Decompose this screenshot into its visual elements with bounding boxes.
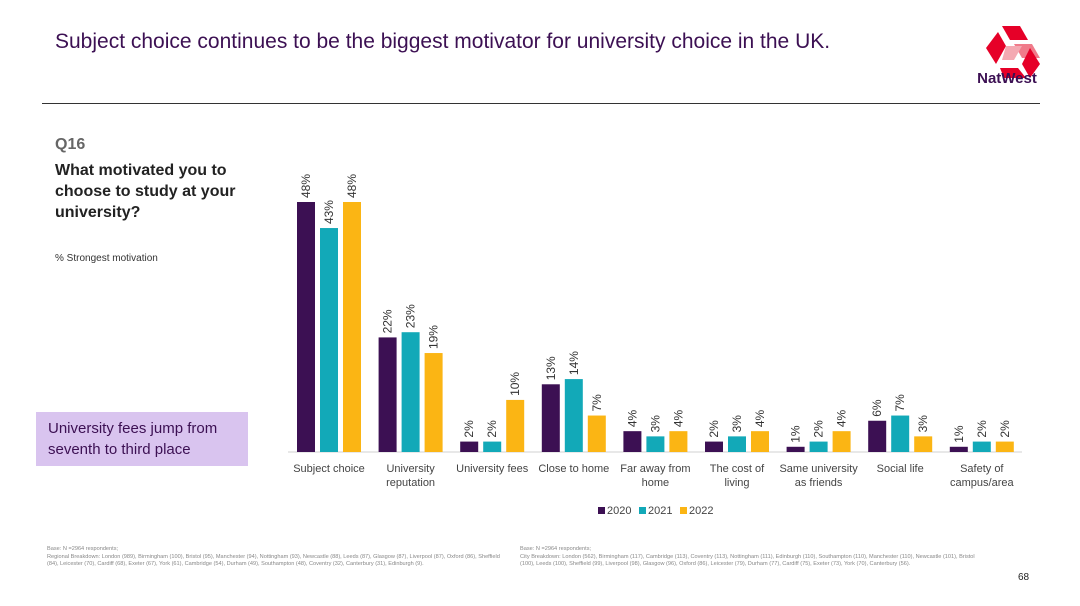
bar: [669, 431, 688, 452]
bar: [891, 415, 910, 452]
bar: [541, 384, 560, 452]
footnote-right: Base: N =2964 respondents; City Breakdow…: [520, 546, 980, 569]
bar: [949, 446, 968, 452]
bar: [868, 420, 887, 452]
data-label: 13%: [544, 356, 558, 380]
data-label: 48%: [345, 174, 359, 198]
data-label: 7%: [590, 394, 604, 412]
data-label: 10%: [508, 372, 522, 396]
bar: [378, 337, 397, 452]
legend-label: 2022: [689, 505, 713, 517]
data-label: 4%: [625, 409, 639, 427]
category-label: Subject choice: [293, 463, 365, 475]
data-label: 4%: [671, 409, 685, 427]
question-text: What motivated you to choose to study at…: [55, 162, 236, 221]
footnote-right-text: City Breakdown: London (562), Birmingham…: [520, 553, 975, 568]
data-label: 23%: [404, 304, 418, 328]
data-label: 2%: [485, 420, 499, 438]
data-label: 1%: [789, 425, 803, 443]
data-label: 43%: [322, 200, 336, 224]
footnote-left-text: Regional Breakdown: London (989), Birmin…: [47, 553, 500, 568]
category-label: The cost of living: [710, 463, 765, 489]
data-label: 3%: [916, 415, 930, 433]
data-label: 4%: [753, 409, 767, 427]
data-label: 3%: [648, 415, 662, 433]
data-label: 19%: [427, 325, 441, 349]
footnote-left: Base: N =2964 respondents; Regional Brea…: [47, 546, 512, 569]
bar: [506, 399, 525, 452]
legend-swatch: [639, 507, 646, 514]
data-label: 1%: [952, 425, 966, 443]
legend-label: 2021: [648, 505, 672, 517]
category-label: Far away from home: [620, 463, 690, 489]
bar: [401, 332, 420, 452]
bar: [751, 431, 769, 452]
data-label: 3%: [730, 415, 744, 433]
bar: [297, 202, 315, 452]
natwest-logo-icon: [986, 26, 1040, 78]
measure-label: % Strongest motivation: [55, 253, 158, 264]
bar: [483, 441, 502, 452]
footnote-left-base: Base: N =2964 respondents;: [47, 546, 119, 552]
question-code: Q16: [55, 136, 86, 153]
category-label: Safety of campus/area: [950, 463, 1014, 489]
data-label: 48%: [299, 174, 313, 198]
data-label: 2%: [812, 420, 826, 438]
data-label: 2%: [462, 420, 476, 438]
page-title: Subject choice continues to be the bigge…: [55, 30, 831, 53]
data-label: 22%: [381, 309, 395, 333]
bar: [995, 441, 1014, 452]
bar: [914, 436, 933, 452]
bar: [705, 441, 723, 452]
logo-text: NatWest: [977, 70, 1037, 87]
data-label: 2%: [707, 420, 721, 438]
bar: [646, 436, 665, 452]
bar-chart: 48% 43% 48% Subject choice 22% 23% 19% Universi…: [288, 174, 1022, 517]
category-label: Close to home: [538, 463, 609, 475]
bar: [728, 436, 746, 452]
callout-box: University fees jump from seventh to thi…: [36, 412, 248, 466]
bar: [809, 441, 828, 452]
page-number: 68: [1018, 572, 1030, 583]
data-label: 14%: [567, 351, 581, 375]
bar: [786, 446, 805, 452]
data-label: 7%: [893, 394, 907, 412]
category-label: Same university as friends: [779, 463, 858, 489]
bar: [623, 431, 642, 452]
bar: [832, 431, 851, 452]
bar: [587, 415, 606, 452]
legend-swatch: [680, 507, 687, 514]
legend-swatch: [598, 507, 605, 514]
header-divider: [42, 103, 1040, 104]
data-label: 6%: [870, 399, 884, 417]
category-label: University reputation: [386, 463, 435, 489]
bar: [460, 441, 479, 452]
data-label: 4%: [835, 409, 849, 427]
bar: [320, 228, 338, 452]
bar: [972, 441, 991, 452]
category-label: University fees: [456, 463, 529, 475]
bar: [424, 353, 443, 452]
data-label: 2%: [998, 420, 1012, 438]
data-label: 2%: [975, 420, 989, 438]
footnote-right-base: Base: N =2964 respondents;: [520, 546, 592, 552]
category-label: Social life: [877, 463, 924, 475]
legend-label: 2020: [607, 505, 631, 517]
bar: [564, 379, 583, 452]
bar: [343, 202, 361, 452]
